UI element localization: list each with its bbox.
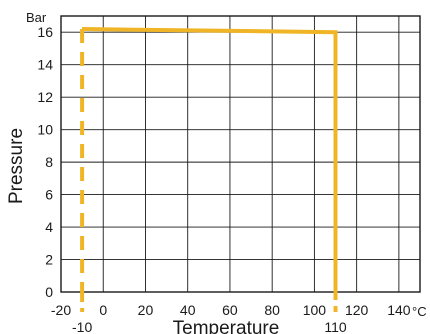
- y-tick-label: 10: [37, 122, 53, 138]
- limit-annotation-label: 110: [324, 319, 347, 334]
- tick-labels: -20 0 20 40 60 80 100 120 140 0 2 4 6 8 10 12 14 16 -10 110: [37, 24, 410, 334]
- operating-limit-line: [82, 27, 338, 292]
- y-tick-label: 6: [45, 187, 53, 203]
- y-tick-label: 8: [45, 154, 53, 170]
- y-tick-label: 0: [45, 284, 53, 300]
- x-tick-label: 120: [345, 302, 369, 318]
- x-tick-label: 0: [99, 302, 107, 318]
- plot-frame: [60, 15, 421, 293]
- x-unit-label: °C: [412, 304, 427, 319]
- x-tick-label: 100: [303, 302, 327, 318]
- grid: [61, 16, 420, 292]
- y-tick-label: 4: [45, 219, 53, 235]
- y-axis-title: Pressure: [6, 128, 27, 204]
- x-tick-label: 40: [180, 302, 196, 318]
- x-tick-label: -20: [51, 302, 71, 318]
- limit-annotation-label: -10: [72, 319, 92, 334]
- y-tick-label: 12: [37, 89, 53, 105]
- x-tick-label: 60: [222, 302, 238, 318]
- series-layer: [80, 27, 338, 312]
- x-tick-label: 140: [387, 302, 411, 318]
- y-tick-label: 14: [37, 57, 53, 73]
- y-unit-label: Bar: [26, 10, 47, 25]
- x-tick-label: 20: [138, 302, 154, 318]
- x-axis-title: Temperature: [173, 318, 280, 334]
- x-tick-label: 80: [264, 302, 280, 318]
- y-tick-label: 2: [45, 252, 53, 268]
- y-tick-label: 16: [37, 24, 53, 40]
